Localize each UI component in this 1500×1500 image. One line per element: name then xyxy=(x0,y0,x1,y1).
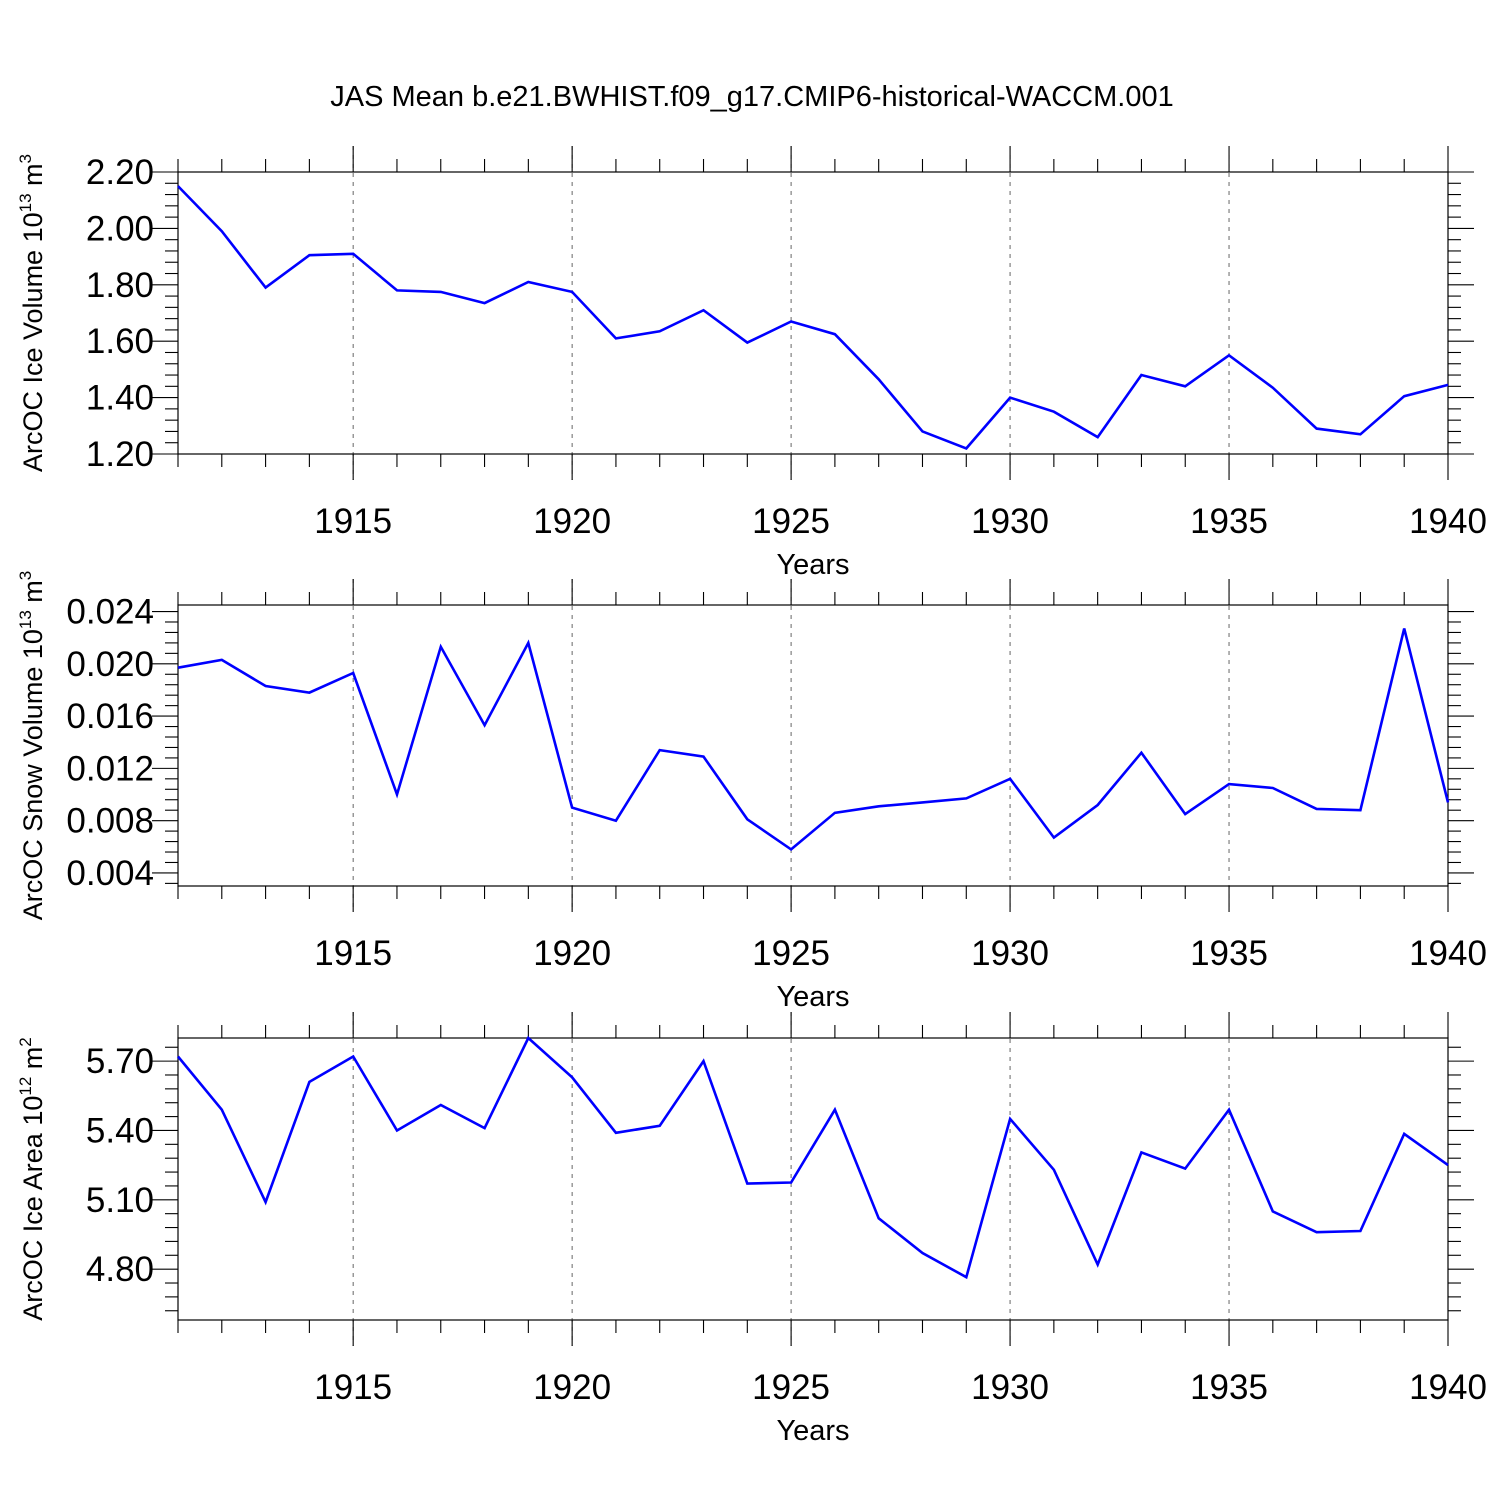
panel-2: 0.004 0.008 0.012 0.016 0.020 0.024 1915 1920 19… xyxy=(16,571,1487,1013)
series-line-ice_volume xyxy=(177,185,1449,450)
y-tick-label: 2.20 xyxy=(86,153,154,192)
chart-title: JAS Mean b.e21.BWHIST.f09_g17.CMIP6-hist… xyxy=(330,81,1173,113)
y-axis-label: ArcOC Snow Volume 1013 m3 xyxy=(16,571,48,921)
panel-3: 4.80 5.10 5.40 5.70 1915 1920 1925 1930 1935 1940… xyxy=(16,1012,1487,1447)
y-axis-label-superscript: 13 xyxy=(16,610,35,629)
y-tick-label: 5.40 xyxy=(86,1111,154,1150)
y-tick-label: 5.70 xyxy=(86,1042,154,1081)
series-line-ice_area xyxy=(176,1035,1449,1280)
x-tick-label: 1940 xyxy=(1409,502,1487,541)
plot-frame xyxy=(177,171,1449,455)
y-tick-label: 5.10 xyxy=(86,1181,154,1220)
y-tick-label: 0.012 xyxy=(66,749,154,788)
y-tick-label: 0.024 xyxy=(66,593,154,632)
y-axis-label-part: m xyxy=(18,163,48,193)
y-axis-label: ArcOC Ice Volume 1013 m3 xyxy=(16,154,48,472)
x-tick-label: 1930 xyxy=(971,934,1049,973)
x-tick-label: 1925 xyxy=(752,934,830,973)
x-tick-label: 1915 xyxy=(314,1368,392,1407)
y-tick-label: 0.004 xyxy=(66,854,154,893)
x-tick-label: 1925 xyxy=(752,502,830,541)
x-axis-label: Years xyxy=(776,549,849,581)
y-axis-label-part: ArcOC Ice Volume 10 xyxy=(18,212,48,472)
x-axis-label: Years xyxy=(776,1415,849,1447)
y-tick-label: 4.80 xyxy=(86,1250,154,1289)
y-tick-label: 1.20 xyxy=(86,435,154,474)
panels: 1.20 1.40 1.60 1.80 2.00 2.20 1915 1920 1925 1930… xyxy=(16,146,1487,1447)
panel-1: 1.20 1.40 1.60 1.80 2.00 2.20 1915 1920 1925 1930… xyxy=(16,146,1487,581)
plot-frame xyxy=(177,1037,1449,1321)
y-axis-label-part: m xyxy=(18,1047,48,1077)
y-tick-label: 0.008 xyxy=(66,802,154,841)
x-tick-label: 1935 xyxy=(1190,934,1268,973)
y-axis-label-superscript: 12 xyxy=(16,1077,35,1096)
x-tick-label: 1930 xyxy=(971,502,1049,541)
y-tick-label: 0.020 xyxy=(66,645,154,684)
y-axis-label-superscript: 13 xyxy=(16,193,35,212)
y-tick-label: 1.40 xyxy=(86,379,154,418)
y-tick-label: 2.00 xyxy=(86,209,154,248)
y-axis-label-part: ArcOC Snow Volume 10 xyxy=(18,629,48,920)
x-tick-label: 1930 xyxy=(971,1368,1049,1407)
y-axis-label-superscript: 2 xyxy=(16,1037,35,1046)
y-axis-label-part: m xyxy=(18,580,48,610)
x-tick-label: 1935 xyxy=(1190,1368,1268,1407)
x-tick-label: 1925 xyxy=(752,1368,830,1407)
x-tick-label: 1915 xyxy=(314,934,392,973)
y-tick-label: 0.016 xyxy=(66,697,154,736)
y-axis-label-superscript: 3 xyxy=(16,154,35,163)
x-tick-label: 1920 xyxy=(533,502,611,541)
x-tick-label: 1935 xyxy=(1190,502,1268,541)
plot-frame xyxy=(177,604,1449,887)
y-axis-label-superscript: 3 xyxy=(16,571,35,580)
y-tick-label: 1.80 xyxy=(86,266,154,305)
x-tick-label: 1915 xyxy=(314,502,392,541)
y-axis-label: ArcOC Ice Area 1012 m2 xyxy=(16,1037,48,1321)
x-tick-label: 1920 xyxy=(533,934,611,973)
x-tick-label: 1920 xyxy=(533,1368,611,1407)
x-tick-label: 1940 xyxy=(1409,934,1487,973)
series-line-snow_volume xyxy=(177,628,1450,852)
x-tick-label: 1940 xyxy=(1409,1368,1487,1407)
y-tick-label: 1.60 xyxy=(86,322,154,361)
y-axis-label-part: ArcOC Ice Area 10 xyxy=(18,1096,48,1321)
x-axis-label: Years xyxy=(776,981,849,1013)
